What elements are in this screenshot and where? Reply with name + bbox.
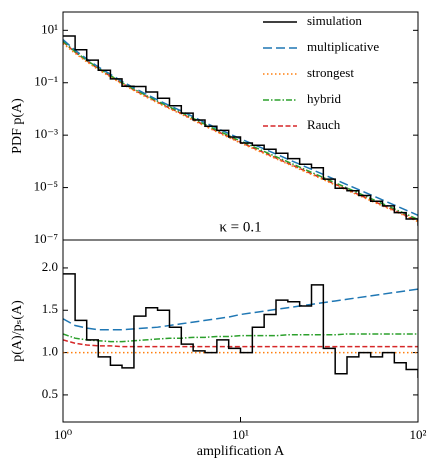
series-line [63,39,418,216]
series-line [63,339,418,348]
series-line [63,273,418,378]
legend-label: hybrid [307,91,341,106]
plot-area [63,273,418,378]
y-axis-label: PDF p(A) [10,98,25,154]
series-line [63,333,418,343]
legend-label: strongest [307,65,354,80]
series-line [63,288,418,331]
y-tick-label: 2.0 [42,259,58,274]
annotation: κ = 0.1 [219,219,261,235]
series-line [63,41,418,222]
x-tick-label: 10¹ [232,427,249,442]
x-tick-label: 10² [410,427,427,442]
y-tick-label: 10⁻⁵ [34,179,58,194]
series-line [63,35,418,226]
y-tick-label: 10⁻⁷ [34,231,58,246]
y-tick-label: 0.5 [42,386,58,401]
legend-label: simulation [307,13,362,28]
x-tick-label: 10⁰ [54,427,72,442]
y-tick-label: 1.0 [42,344,58,359]
y-tick-label: 10¹ [41,21,58,36]
legend-label: Rauch [307,117,341,132]
y-tick-label: 10⁻¹ [34,74,58,89]
y-tick-label: 10⁻³ [34,126,58,141]
axes-frame [62,239,419,423]
y-axis-label: p(A)/pₛ(A) [10,300,25,362]
legend-label: multiplicative [307,39,379,54]
plot-area [63,35,418,226]
x-axis-label: amplification A [197,444,285,459]
y-tick-label: 1.5 [42,301,58,316]
